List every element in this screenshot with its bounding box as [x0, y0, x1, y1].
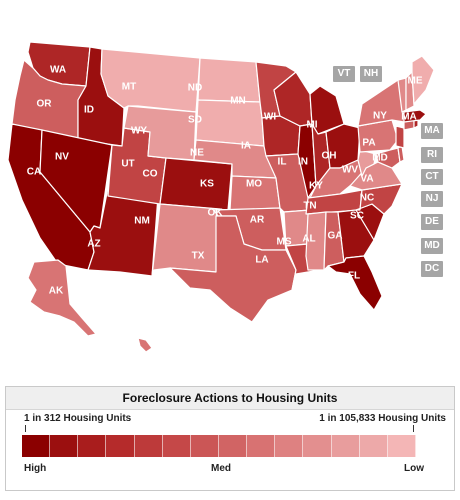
- scale-swatch-13: [387, 435, 416, 457]
- scale-swatch-10: [303, 435, 332, 457]
- state-IL[interactable]: [297, 123, 317, 199]
- state-NC[interactable]: [355, 183, 403, 215]
- callout-nh[interactable]: NH: [360, 66, 382, 82]
- us-choropleth-map: WA OR CA ID NV AZ UT MT WY CO NM ND SD N…: [7, 41, 435, 353]
- scale-swatch-1: [50, 435, 79, 457]
- state-AR[interactable]: [283, 209, 311, 247]
- color-scale: [22, 435, 416, 457]
- legend-range-low-end: 1 in 312 Housing Units: [24, 413, 132, 424]
- state-MA[interactable]: [403, 109, 427, 123]
- scale-swatch-12: [359, 435, 388, 457]
- state-ME[interactable]: [411, 55, 435, 105]
- scale-swatch-3: [106, 435, 135, 457]
- scale-label-med: Med: [211, 463, 231, 474]
- legend-title: Foreclosure Actions to Housing Units: [6, 387, 454, 410]
- legend-panel: Foreclosure Actions to Housing Units 1 i…: [5, 386, 455, 491]
- scale-swatch-9: [275, 435, 304, 457]
- callout-de[interactable]: DE: [421, 214, 443, 230]
- scale-swatch-7: [218, 435, 248, 457]
- state-SD[interactable]: [195, 99, 265, 147]
- scale-swatch-11: [331, 435, 360, 457]
- callout-ct[interactable]: CT: [421, 169, 443, 185]
- state-NJ[interactable]: [395, 125, 405, 149]
- callout-ma[interactable]: MA: [421, 123, 443, 139]
- state-TX[interactable]: [169, 215, 297, 323]
- legend-range-high-end: 1 in 105,833 Housing Units: [319, 413, 446, 424]
- state-AZ[interactable]: [87, 187, 159, 277]
- callout-nj[interactable]: NJ: [421, 191, 443, 207]
- state-KS[interactable]: [229, 175, 281, 211]
- scale-swatch-5: [162, 435, 191, 457]
- scale-swatch-2: [78, 435, 107, 457]
- state-ND[interactable]: [197, 57, 261, 103]
- scale-label-low: Low: [404, 463, 424, 474]
- state-HI[interactable]: [137, 337, 153, 353]
- scale-swatch-4: [134, 435, 163, 457]
- legend-tick-left: [25, 425, 26, 432]
- callout-vt[interactable]: VT: [333, 66, 355, 82]
- scale-label-high: High: [24, 463, 47, 474]
- state-MT[interactable]: [100, 48, 201, 113]
- scale-swatch-6: [190, 435, 219, 457]
- state-FL[interactable]: [327, 255, 383, 311]
- state-CO[interactable]: [159, 157, 233, 211]
- state-WY[interactable]: [123, 105, 197, 161]
- scale-swatch-0: [22, 435, 51, 457]
- legend-tick-right: [413, 425, 414, 432]
- state-NM[interactable]: [151, 203, 221, 277]
- callout-md[interactable]: MD: [421, 238, 443, 254]
- scale-swatch-8: [247, 435, 276, 457]
- callout-ri[interactable]: RI: [421, 147, 443, 163]
- state-AK[interactable]: [27, 259, 97, 337]
- callout-dc[interactable]: DC: [421, 261, 443, 277]
- state-MS[interactable]: [305, 211, 327, 271]
